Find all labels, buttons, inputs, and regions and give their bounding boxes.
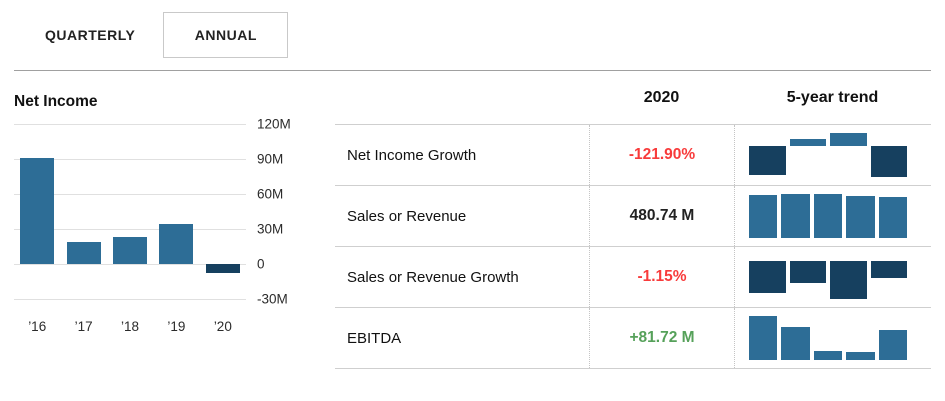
y-axis-tick-label: 60M bbox=[257, 186, 284, 202]
sparkline-bar bbox=[830, 133, 867, 147]
net-income-bar-’16 bbox=[20, 157, 55, 264]
trend-cell bbox=[734, 308, 931, 368]
sales-revenue-sparkline bbox=[747, 194, 909, 238]
table-row: Net Income Growth -121.90% bbox=[335, 125, 931, 186]
ebitda-sparkline bbox=[747, 316, 909, 360]
net-income-bar-’19 bbox=[159, 224, 194, 264]
y-axis-tick-label: 30M bbox=[257, 221, 284, 237]
metrics-table: 2020 5-year trend Net Income Growth -121… bbox=[335, 71, 931, 369]
sparkline-bar bbox=[878, 196, 907, 238]
metric-value: 480.74 M bbox=[589, 186, 734, 246]
x-axis-labels: ’16 ’17 ’18 ’19 ’20 bbox=[14, 319, 246, 334]
y-axis-tick-label: -30M bbox=[257, 291, 288, 307]
metric-label: Net Income Growth bbox=[347, 146, 477, 164]
tab-quarterly[interactable]: QUARTERLY bbox=[45, 27, 136, 43]
column-header-2020: 2020 bbox=[643, 88, 680, 106]
table-row: Sales or Revenue 480.74 M bbox=[335, 186, 931, 247]
table-row: Sales or Revenue Growth -1.15% bbox=[335, 247, 931, 308]
main-content: Net Income 120M 90M 60M 30M 0 -30M ’16’17’18’… bbox=[0, 71, 945, 369]
metric-label: EBITDA bbox=[347, 329, 402, 347]
table-header-row: 2020 5-year trend bbox=[335, 71, 931, 125]
sparkline-bar bbox=[830, 261, 867, 299]
sparkline-bar bbox=[781, 194, 810, 238]
top-divider bbox=[14, 70, 931, 71]
gridline bbox=[14, 264, 246, 265]
chart-title: Net Income bbox=[14, 93, 98, 110]
net-income-bar-’17 bbox=[66, 241, 101, 264]
metric-value: -1.15% bbox=[589, 247, 734, 307]
sparkline-bar bbox=[749, 195, 778, 238]
metric-label: Sales or Revenue Growth bbox=[347, 268, 519, 286]
sparkline-bar bbox=[813, 194, 843, 238]
trend-cell bbox=[734, 125, 931, 185]
period-tabs: QUARTERLY ANNUAL bbox=[0, 0, 945, 70]
sparkline-bar bbox=[789, 138, 826, 147]
gridline bbox=[14, 229, 246, 230]
x-axis-tick-label: ’16 bbox=[28, 319, 47, 334]
trend-cell bbox=[734, 247, 931, 307]
sparkline-bar bbox=[749, 146, 786, 175]
gridline bbox=[14, 159, 246, 160]
x-axis-tick-label: ’20 bbox=[213, 319, 232, 334]
x-axis-tick-label: ’18 bbox=[121, 319, 140, 334]
sparkline-bar bbox=[870, 146, 907, 177]
gridline bbox=[14, 124, 246, 125]
sparkline-bar bbox=[846, 195, 875, 238]
y-axis-tick-label: 120M bbox=[257, 116, 291, 132]
net-income-growth-sparkline bbox=[747, 133, 909, 177]
sparkline-bar bbox=[789, 261, 826, 283]
sparkline-bar bbox=[878, 329, 907, 360]
x-axis-tick-label: ’17 bbox=[74, 319, 93, 334]
net-income-bar-’18 bbox=[113, 237, 147, 264]
sparkline-bar bbox=[749, 261, 786, 294]
metric-value: -121.90% bbox=[589, 125, 734, 185]
gridline bbox=[14, 194, 246, 195]
metric-value: +81.72 M bbox=[589, 308, 734, 368]
x-axis-tick-label: ’19 bbox=[167, 319, 186, 334]
sales-revenue-growth-sparkline bbox=[747, 255, 909, 299]
y-axis-tick-label: 90M bbox=[257, 151, 284, 167]
tab-annual[interactable]: ANNUAL bbox=[163, 12, 289, 58]
sparkline-bar bbox=[870, 261, 907, 278]
sparkline-bar bbox=[781, 327, 810, 360]
net-income-chart-section: Net Income 120M 90M 60M 30M 0 -30M ’16’17’18’… bbox=[14, 71, 335, 369]
sparkline-bar bbox=[749, 316, 778, 360]
net-income-bar-’20 bbox=[205, 264, 240, 274]
sparkline-bar bbox=[813, 351, 843, 360]
y-axis-tick-label: 0 bbox=[257, 256, 265, 272]
table-row: EBITDA +81.72 M bbox=[335, 308, 931, 369]
net-income-plot: 120M 90M 60M 30M 0 -30M bbox=[14, 111, 324, 311]
metric-label: Sales or Revenue bbox=[347, 207, 467, 225]
sparkline-bar bbox=[846, 352, 875, 360]
gridline bbox=[14, 299, 246, 300]
column-header-trend: 5-year trend bbox=[786, 88, 879, 106]
trend-cell bbox=[734, 186, 931, 246]
